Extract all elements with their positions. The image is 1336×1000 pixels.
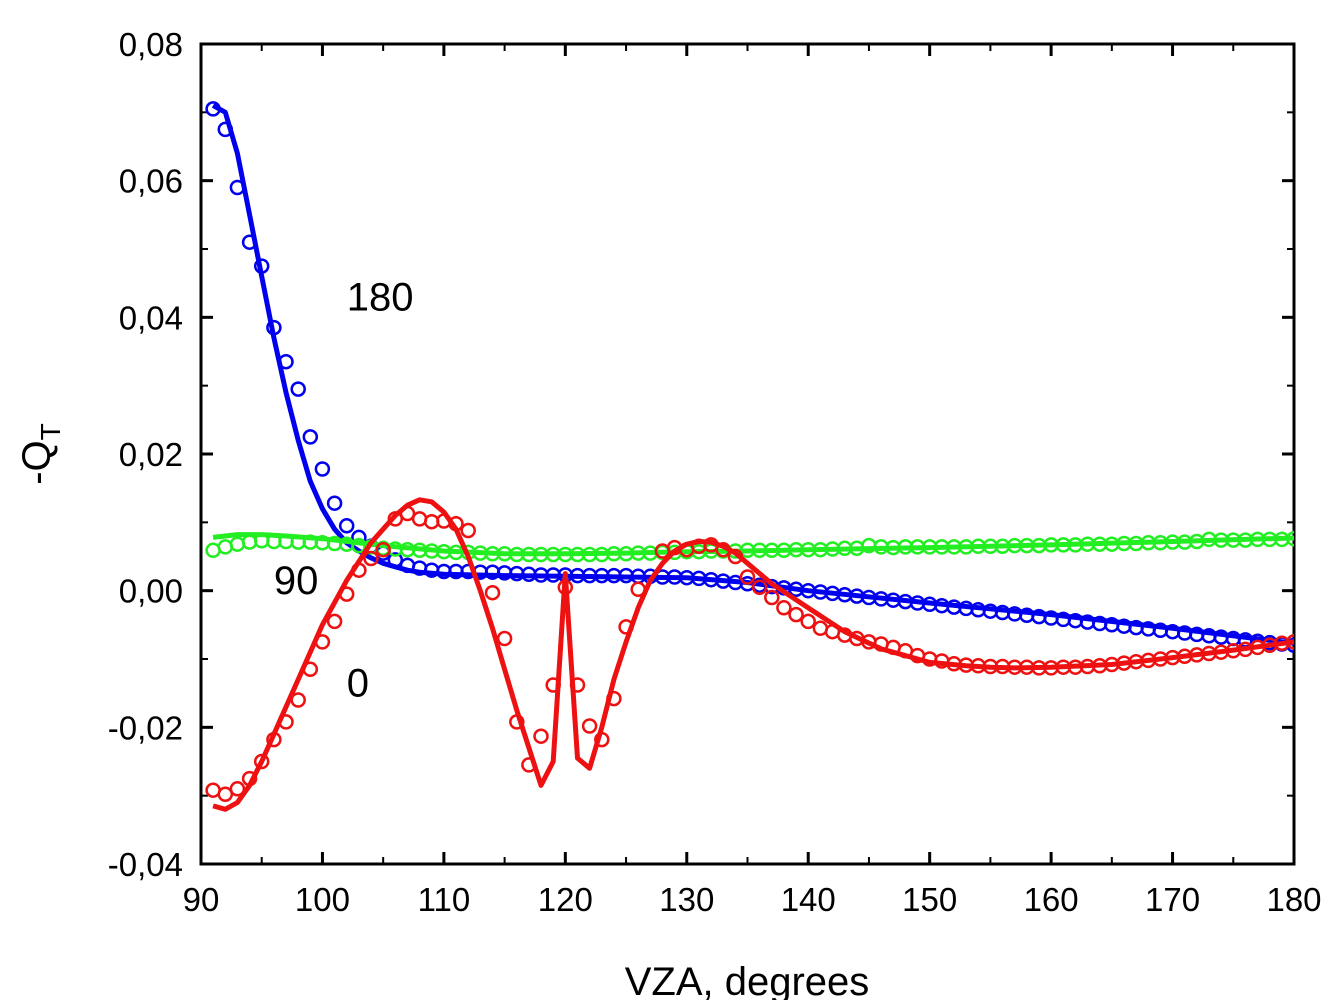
data-point-0: [253, 753, 270, 770]
y-axis-label: -QT: [15, 423, 66, 485]
data-point-0: [448, 515, 464, 532]
data-point-0: [594, 731, 610, 748]
y-tick-label: 0,06: [119, 163, 183, 200]
x-tick-label: 100: [295, 881, 350, 918]
data-point-0: [1286, 634, 1294, 650]
y-axis-label-main: -Q: [15, 440, 59, 484]
data-point-0: [484, 584, 501, 601]
data-point-0: [533, 728, 549, 744]
data-point-0: [557, 579, 574, 596]
data-point-180: [241, 234, 258, 250]
data-point-0: [411, 511, 428, 527]
y-axis-label-sub: T: [35, 423, 66, 440]
data-point-0: [521, 757, 537, 773]
data-point-0: [363, 550, 379, 567]
data-point-0: [630, 581, 646, 598]
data-point-0: [776, 600, 792, 616]
data-point-180: [314, 461, 331, 477]
x-tick-label: 90: [183, 881, 220, 918]
y-tick-label: 0,04: [119, 299, 183, 336]
series-line-180: [211, 103, 1294, 646]
data-point-180: [266, 319, 282, 336]
data-point-0: [496, 630, 513, 647]
y-tick-label: 0,08: [119, 26, 183, 63]
data-point-0: [618, 619, 634, 635]
data-point-180: [387, 552, 404, 568]
data-point-0: [399, 505, 416, 522]
curve-label: 180: [347, 276, 414, 320]
data-point-90: [217, 539, 234, 555]
data-point-0: [278, 714, 294, 730]
data-point-180: [229, 179, 246, 196]
data-point-0: [290, 692, 306, 708]
data-point-0: [460, 522, 476, 539]
y-tick-label: -0,02: [108, 709, 183, 746]
data-point-0: [581, 718, 598, 734]
data-point-0: [727, 548, 744, 565]
curve-label: 0: [347, 662, 369, 706]
data-point-90: [229, 536, 246, 552]
data-point-0: [509, 714, 525, 730]
x-tick-label: 160: [1024, 881, 1079, 918]
data-point-0: [314, 634, 331, 650]
curve-label: 90: [274, 559, 319, 603]
x-tick-label: 120: [538, 881, 593, 918]
data-point-180: [278, 353, 294, 370]
x-tick-label: 110: [418, 881, 471, 918]
data-point-0: [229, 781, 246, 797]
series-layer: [205, 101, 1294, 812]
plot-frame: [199, 42, 1296, 866]
data-point-0: [764, 589, 780, 606]
data-point-0: [217, 786, 234, 803]
data-point-0: [739, 569, 756, 585]
data-point-0: [338, 586, 355, 602]
data-point-0: [387, 511, 404, 527]
data-point-0: [375, 541, 391, 558]
data-point-0: [302, 661, 319, 678]
data-point-180: [253, 258, 270, 274]
annotations: 180 90 0: [274, 276, 414, 706]
tick-marks: [199, 42, 1296, 866]
data-point-0: [351, 562, 367, 578]
y-tick-label: 0,02: [119, 436, 183, 473]
data-point-0: [800, 613, 816, 630]
data-point-90: [1286, 530, 1294, 547]
data-point-0: [751, 579, 768, 596]
data-point-180: [302, 429, 319, 445]
data-point-0: [241, 770, 258, 787]
data-point-0: [266, 731, 282, 748]
x-tick-label: 180: [1266, 881, 1321, 918]
series-90: [205, 530, 1294, 563]
x-tick-label: 150: [902, 881, 957, 918]
x-tick-label: 140: [781, 881, 836, 918]
y-tick-label: 0,00: [119, 573, 183, 610]
data-point-180: [326, 495, 343, 511]
data-point-180: [290, 381, 306, 397]
tick-labels: 90 100 110 120 130 140 150 160 170 180 -0,04 -0,02 0…: [108, 26, 1322, 918]
data-point-0: [606, 690, 622, 707]
x-tick-label: 170: [1145, 881, 1200, 918]
data-point-180: [338, 518, 355, 534]
x-axis-label: VZA, degrees: [625, 960, 870, 1000]
data-point-0: [715, 541, 731, 558]
y-tick-label: -0,04: [108, 846, 183, 883]
data-point-180: [205, 101, 221, 117]
data-point-0: [788, 606, 804, 623]
x-tick-label: 130: [659, 881, 714, 918]
data-point-180: [217, 121, 234, 138]
data-point-0: [569, 677, 586, 693]
series-180: [205, 101, 1294, 654]
data-point-0: [545, 677, 561, 693]
series-0: [205, 497, 1294, 812]
data-point-0: [326, 613, 343, 630]
